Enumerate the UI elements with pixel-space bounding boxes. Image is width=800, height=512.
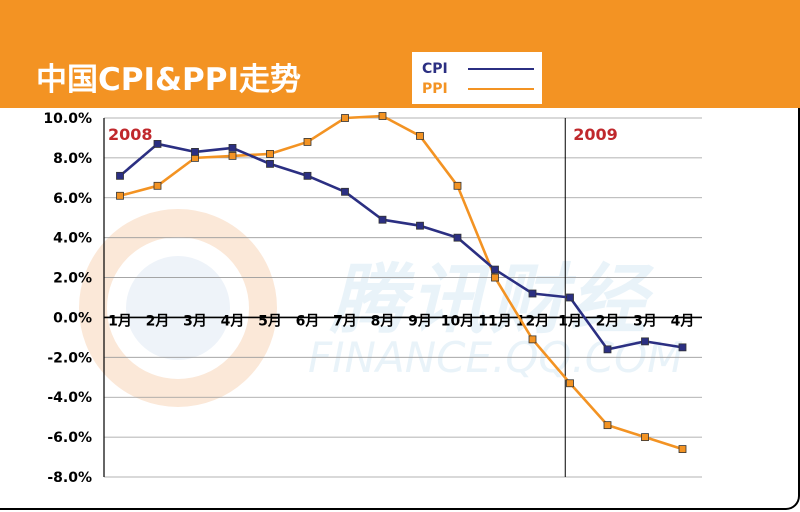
data-point-ppi (416, 132, 424, 140)
legend-label-cpi: CPI (422, 61, 448, 77)
x-tick-label: 10月 (441, 313, 474, 329)
x-tick-label: 5月 (258, 313, 282, 329)
series-line-cpi (119, 142, 683, 351)
data-point-cpi (603, 345, 612, 354)
data-point-ppi (641, 433, 649, 442)
data-point-cpi (378, 215, 387, 224)
data-point-cpi (491, 265, 499, 274)
data-point-cpi (191, 148, 199, 156)
data-point-ppi (491, 273, 499, 282)
x-tick-label: 1月 (108, 313, 132, 329)
x-tick-label: 1月 (558, 313, 582, 329)
legend-line-ppi (468, 88, 534, 90)
x-tick-label: 6月 (296, 313, 320, 329)
data-point-ppi (228, 151, 237, 160)
x-tick-label: 11月 (478, 313, 511, 329)
y-tick-label: -6.0% (47, 430, 92, 446)
data-point-cpi (641, 337, 649, 346)
y-tick-label: -4.0% (47, 390, 92, 406)
data-point-ppi (528, 335, 537, 344)
data-point-ppi (153, 181, 162, 190)
legend-line-cpi (468, 68, 534, 70)
data-point-ppi (453, 181, 462, 190)
x-tick-label: 2月 (596, 313, 620, 329)
header-banner: 中国CPI&PPI走势 CPI PPI (0, 0, 800, 108)
data-point-ppi (603, 421, 612, 430)
data-point-cpi (116, 171, 124, 180)
data-point-cpi (341, 187, 349, 196)
year-label: 2008 (108, 125, 153, 144)
data-point-ppi (341, 114, 349, 122)
data-point-cpi (266, 159, 274, 168)
series-line-ppi (119, 114, 683, 451)
year-label: 2009 (573, 125, 618, 144)
data-point-cpi (678, 343, 687, 352)
legend: CPI PPI (412, 52, 542, 104)
x-tick-label: 7月 (333, 313, 357, 329)
data-point-ppi (266, 149, 274, 158)
y-tick-label: -2.0% (47, 350, 92, 366)
y-tick-label: 0.0% (53, 310, 92, 326)
y-tick-label: 2.0% (53, 271, 92, 287)
chart-title: 中国CPI&PPI走势 (36, 62, 302, 98)
y-tick-label: 10.0% (43, 111, 92, 127)
data-point-ppi (678, 445, 687, 453)
data-point-cpi (303, 171, 312, 180)
x-tick-label: 3月 (633, 313, 657, 329)
x-tick-label: 8月 (371, 313, 395, 329)
data-point-cpi (228, 144, 237, 152)
x-tick-label: 4月 (671, 313, 695, 329)
data-point-ppi (116, 191, 124, 200)
data-point-cpi (153, 140, 162, 148)
data-point-cpi (528, 289, 537, 298)
legend-label-ppi: PPI (422, 81, 448, 97)
y-tick-label: -8.0% (47, 470, 92, 486)
x-tick-label: 4月 (221, 313, 245, 329)
data-point-ppi (303, 138, 312, 146)
data-point-cpi (566, 293, 574, 302)
y-tick-label: 6.0% (53, 191, 92, 207)
data-point-ppi (566, 379, 574, 388)
y-tick-label: 8.0% (53, 151, 92, 167)
data-point-ppi (378, 112, 387, 120)
x-tick-label: 9月 (408, 313, 432, 329)
data-point-cpi (453, 233, 462, 242)
x-tick-label: 3月 (183, 313, 207, 329)
y-tick-label: 4.0% (53, 231, 92, 247)
chart-frame (0, 108, 800, 510)
x-tick-label: 2月 (146, 313, 170, 329)
data-point-cpi (416, 221, 424, 230)
